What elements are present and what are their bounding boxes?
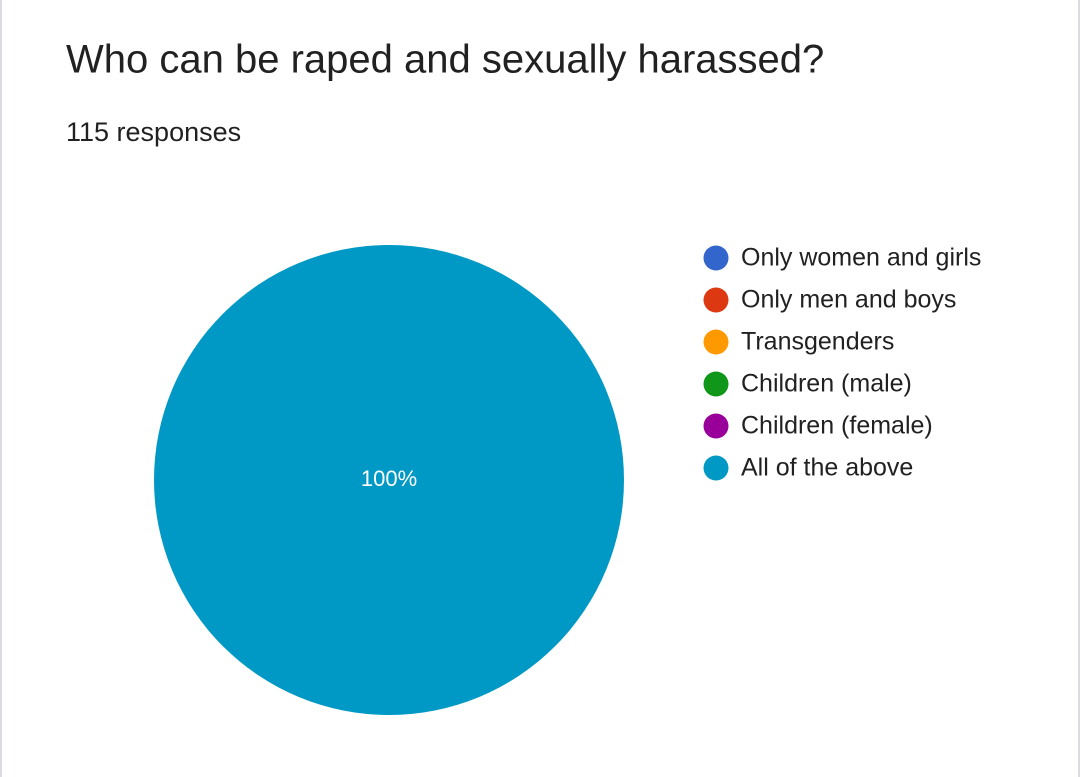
legend-swatch	[703, 329, 729, 355]
chart-subtitle: 115 responses	[66, 117, 241, 147]
legend-label: Only women and girls	[741, 244, 981, 272]
legend-label: Children (male)	[741, 370, 912, 398]
legend-label: Children (female)	[741, 412, 933, 440]
legend-label: All of the above	[741, 454, 913, 482]
legend-label: Only men and boys	[741, 286, 956, 314]
legend-swatch	[703, 455, 729, 481]
legend-label: Transgenders	[741, 328, 894, 356]
legend-swatch	[703, 413, 729, 439]
legend-swatch	[703, 245, 729, 271]
pie-slice	[154, 245, 624, 715]
legend-swatch	[703, 287, 729, 313]
slice-label: 100%	[361, 466, 417, 491]
chart-title: Who can be raped and sexually harassed?	[66, 38, 824, 82]
legend-swatch	[703, 371, 729, 397]
